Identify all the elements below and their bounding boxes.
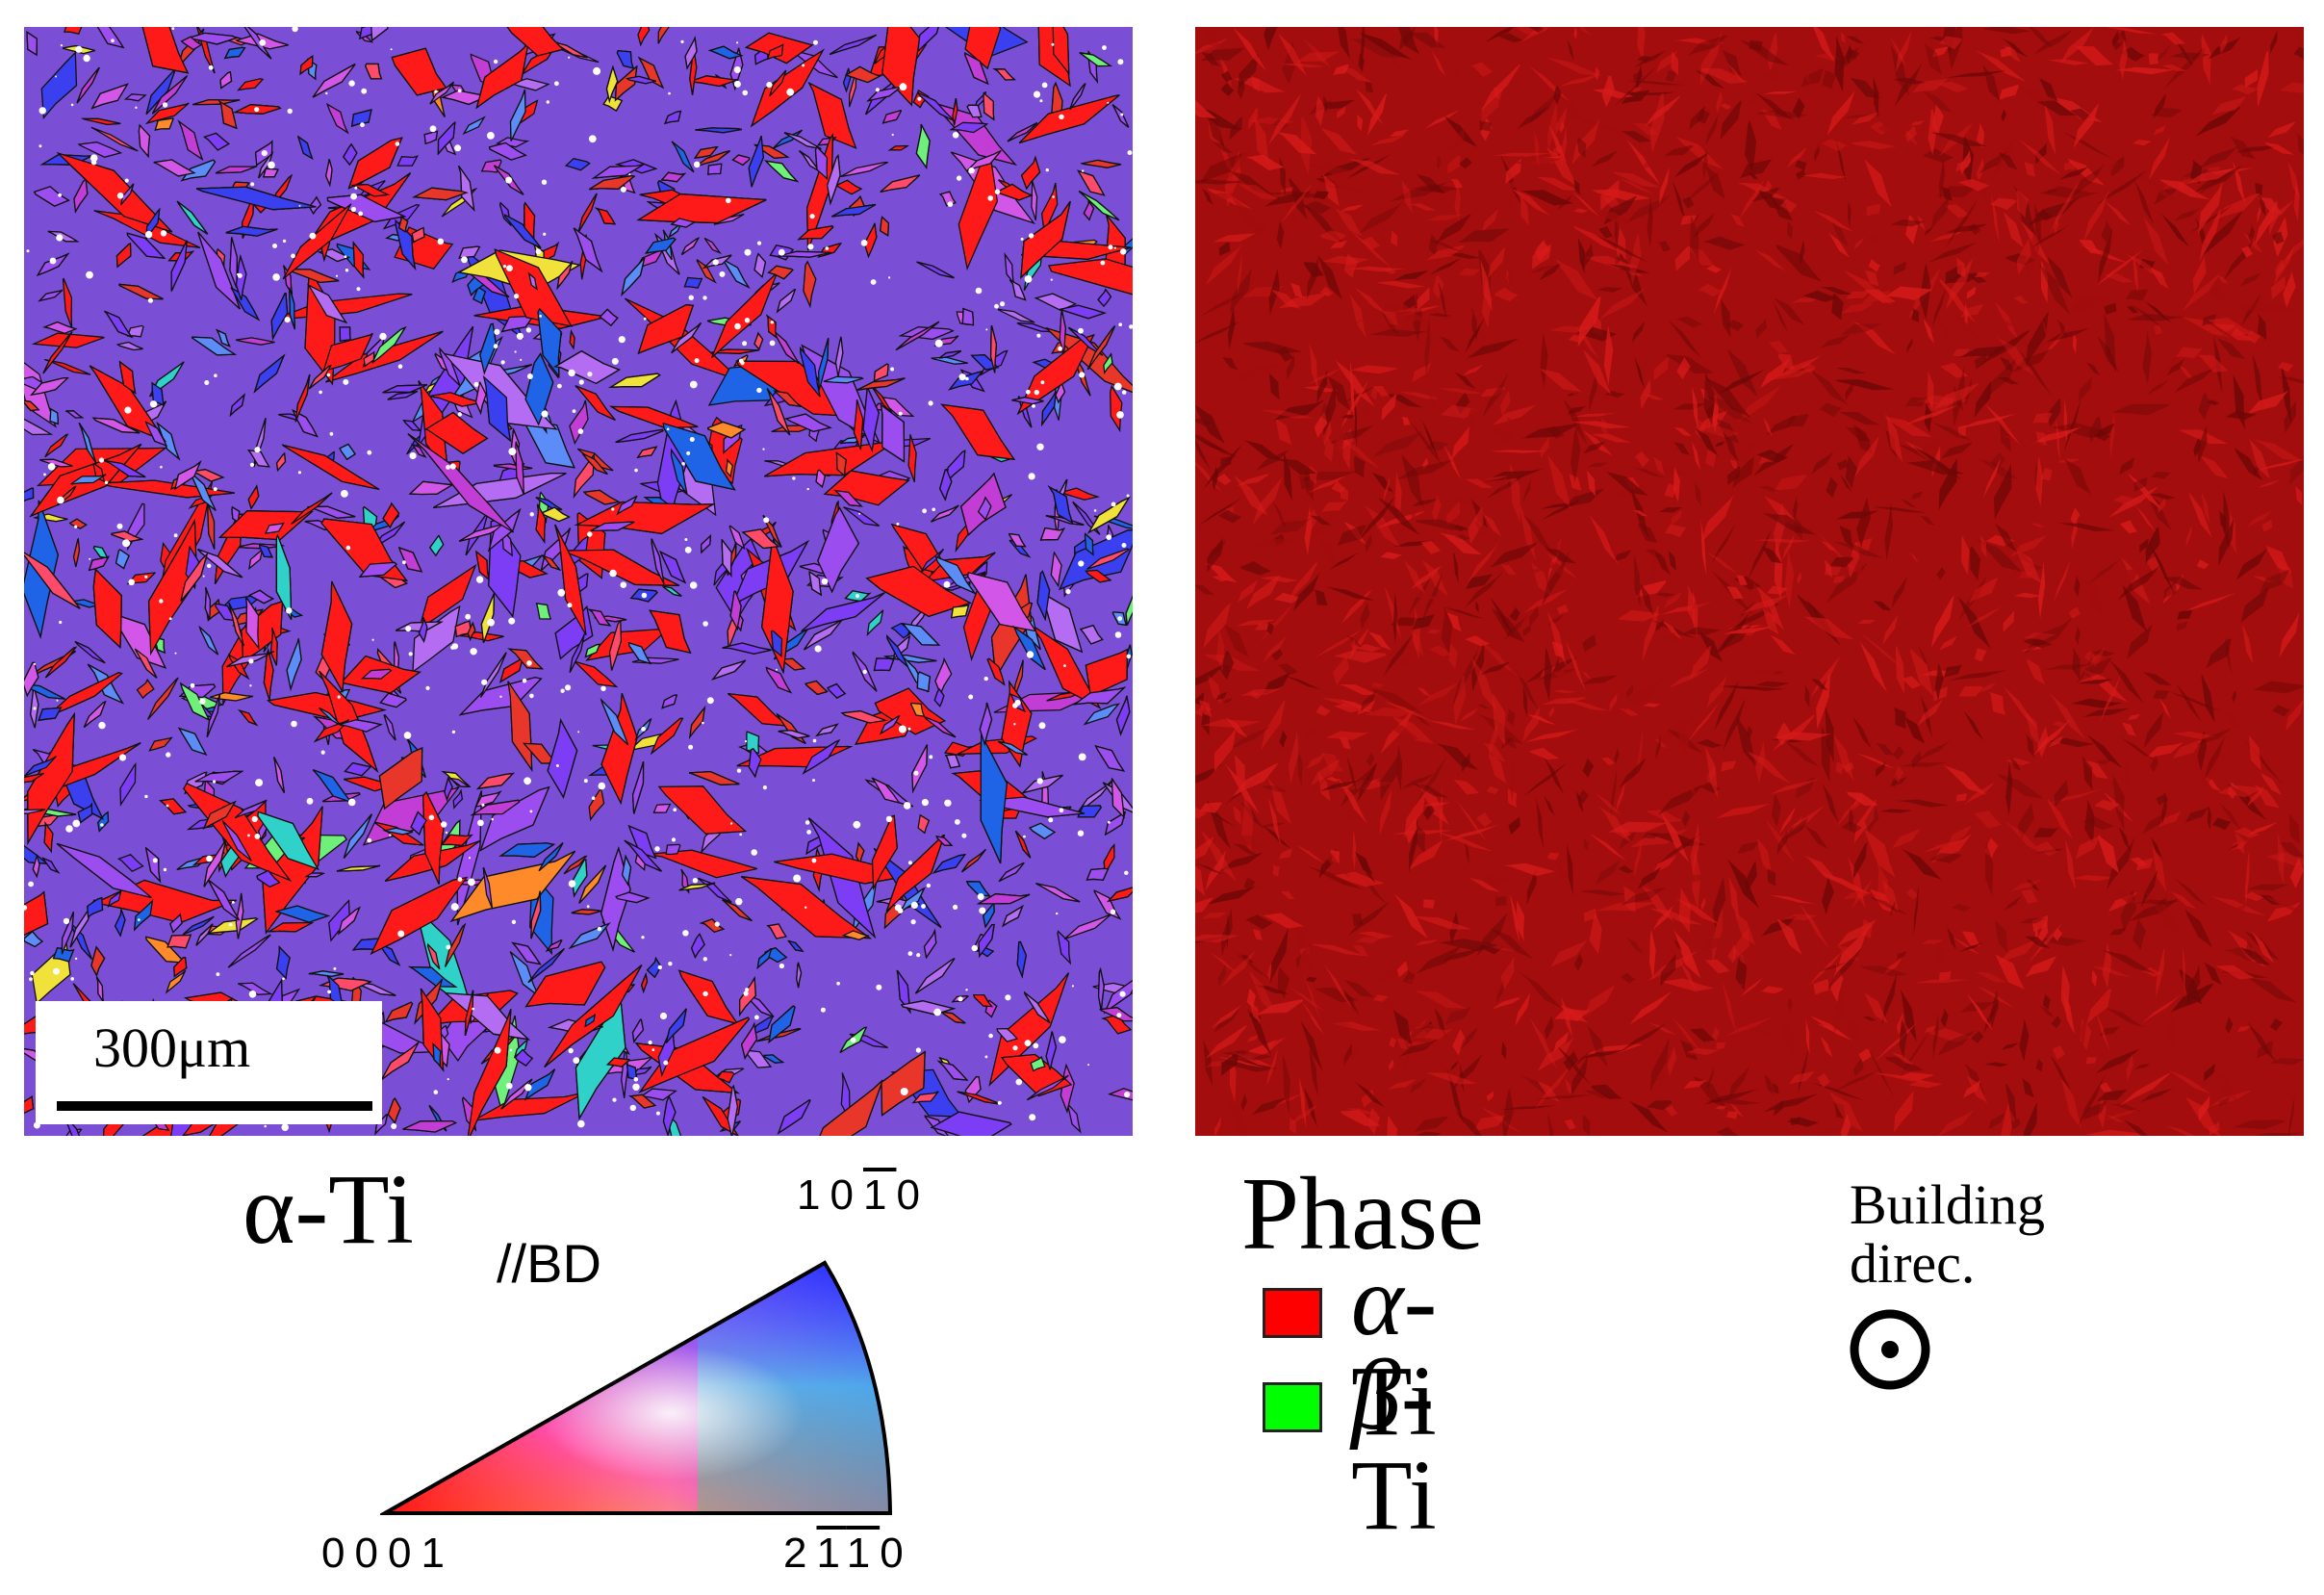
- building-direction-line2: direc.: [1850, 1231, 1976, 1295]
- building-direction-line1: Building: [1850, 1173, 2046, 1236]
- out-of-plane-arrow-icon: [1850, 1309, 1930, 1390]
- beta-phase-label: β-Ti: [1351, 1346, 1437, 1546]
- alpha-symbol: α: [1351, 1246, 1404, 1356]
- beta-phase-swatch: [1263, 1382, 1322, 1432]
- ipf-corner-label-right: 2110: [783, 1530, 913, 1577]
- alpha-phase-label: α-Ti: [1351, 1251, 1437, 1452]
- phase-map-image: [1195, 27, 2304, 1136]
- ipf-color-key-triangle: [380, 1260, 893, 1515]
- alpha-suffix: -Ti: [1351, 1246, 1438, 1456]
- phase-legend-title: Phase: [1241, 1157, 1484, 1272]
- beta-suffix: -Ti: [1351, 1340, 1437, 1551]
- alpha-phase-swatch: [1263, 1288, 1322, 1338]
- ipf-corner-label-top: 1010: [797, 1171, 930, 1219]
- beta-symbol: β: [1351, 1340, 1401, 1451]
- phase-map: [1195, 27, 2304, 1136]
- ipf-legend-reference: //BD: [497, 1233, 601, 1294]
- scale-bar: [57, 1101, 372, 1111]
- ipf-grain-image: [24, 27, 1133, 1136]
- ipf-corner-label-left: 0001: [321, 1530, 454, 1577]
- scale-bar-label: 300μm: [93, 1016, 251, 1079]
- ipf-legend-title: α-Ti: [243, 1154, 414, 1265]
- building-direction-label: Building direc.: [1850, 1173, 2158, 1295]
- scale-bar-box: 300μm: [36, 1001, 382, 1124]
- ipf-orientation-map: 300μm: [24, 27, 1133, 1136]
